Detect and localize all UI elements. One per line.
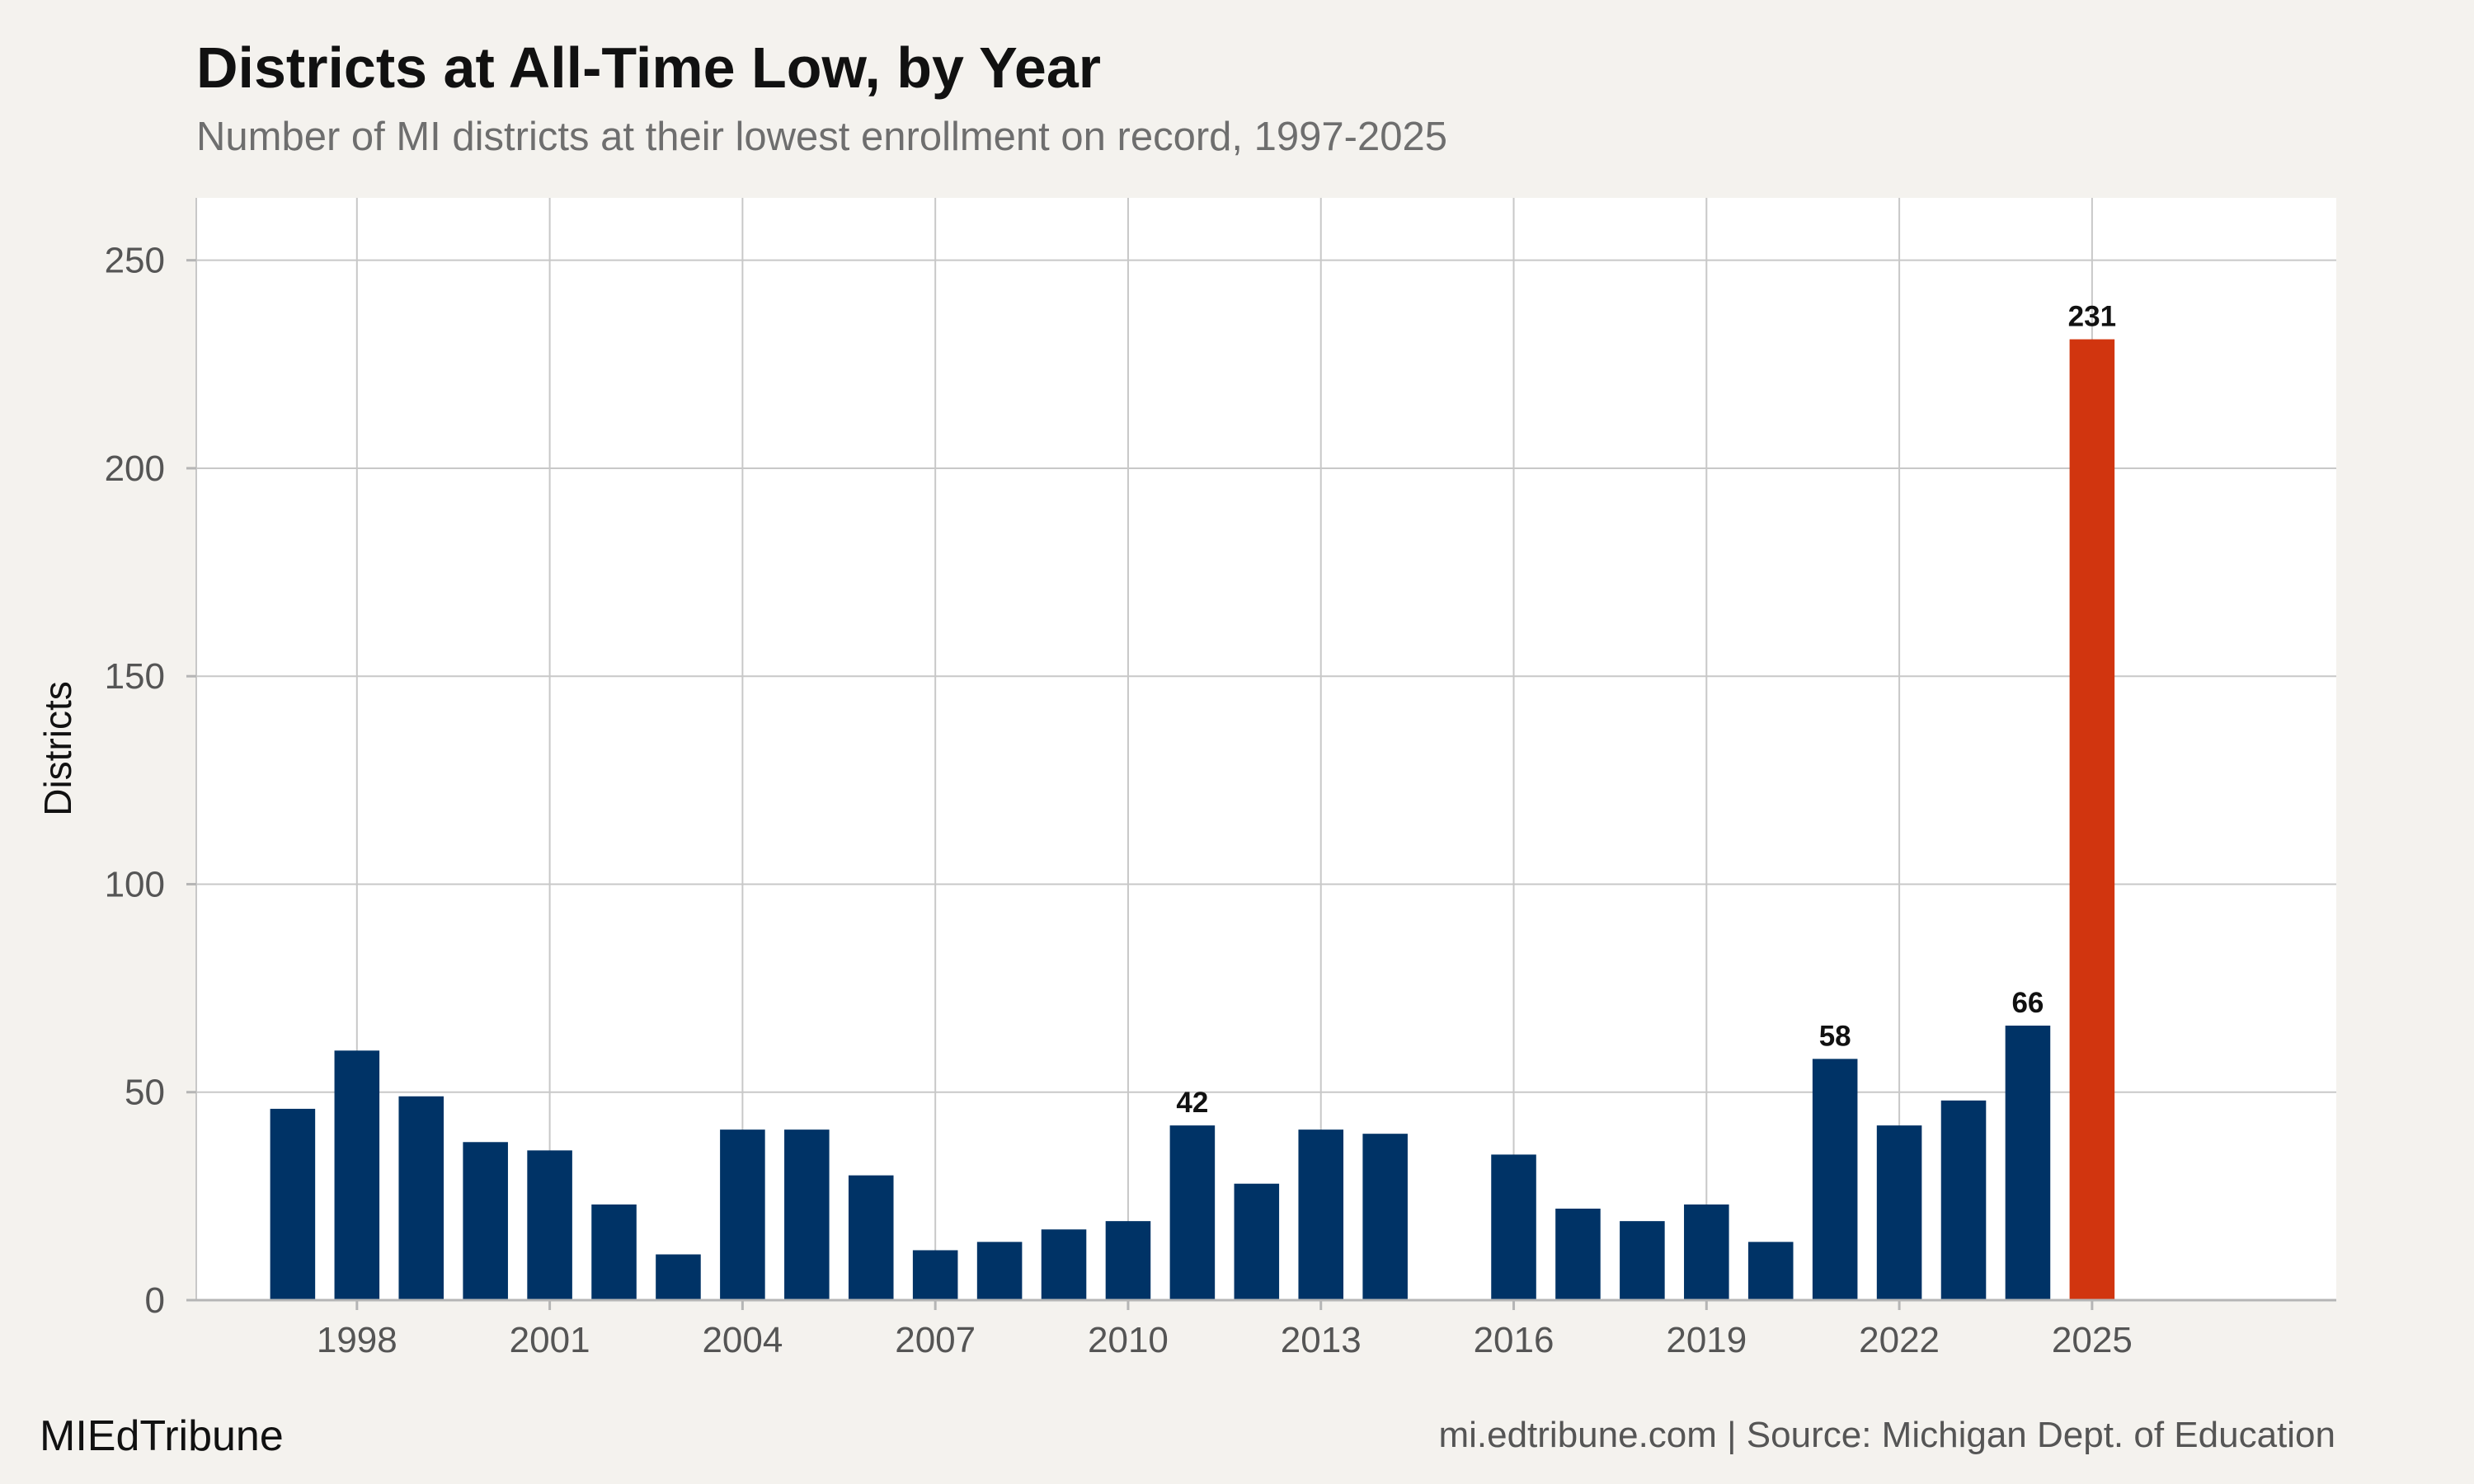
bar-2022	[1876, 1125, 1922, 1300]
x-tick-label-2001: 2001	[510, 1320, 590, 1360]
bar-1998	[334, 1050, 380, 1300]
bars	[270, 339, 2115, 1301]
x-tick-label-2010: 2010	[1088, 1320, 1169, 1360]
y-axis-title: Districts	[36, 681, 79, 816]
x-tick-label-2004: 2004	[702, 1320, 783, 1360]
bar-2021	[1812, 1059, 1858, 1300]
chart-title: Districts at All-Time Low, by Year	[196, 35, 1102, 100]
x-axis-ticks: 1998 2001 2004 2007 2010 2013 2016 2019 2022 2025	[317, 1300, 2133, 1360]
data-label-2025: 231	[2068, 301, 2116, 333]
bar-2012	[1234, 1183, 1280, 1300]
bar-2001	[527, 1150, 572, 1300]
y-tick-label-50: 50	[125, 1073, 165, 1113]
x-tick-label-2019: 2019	[1666, 1320, 1747, 1360]
y-tick-label-250: 250	[105, 241, 165, 281]
bar-2003	[656, 1254, 701, 1300]
bar-2008	[976, 1242, 1023, 1300]
x-tick-label-2013: 2013	[1281, 1320, 1362, 1360]
y-axis-ticks: 0 50 100 150 200 250	[105, 241, 196, 1321]
chart-subtitle: Number of MI districts at their lowest e…	[196, 115, 1447, 159]
bar-2005	[784, 1129, 830, 1300]
bar-2009	[1041, 1229, 1087, 1300]
bar-1999	[398, 1096, 444, 1300]
y-tick-label-200: 200	[105, 448, 165, 489]
bar-2000	[463, 1142, 508, 1300]
bar-2025	[2069, 339, 2115, 1301]
source-credit: mi.edtribune.com | Source: Michigan Dept…	[1438, 1415, 2335, 1455]
bar-2023	[1940, 1100, 1987, 1300]
bar-2002	[591, 1204, 637, 1300]
bar-2020	[1747, 1242, 1794, 1300]
bar-2018	[1620, 1221, 1665, 1300]
bar-2013	[1298, 1129, 1344, 1300]
y-tick-label-100: 100	[105, 864, 165, 904]
brand-name: MIEdTribune	[40, 1412, 284, 1460]
bar-1997	[270, 1108, 316, 1300]
bar-2010	[1105, 1221, 1151, 1300]
x-tick-label-1998: 1998	[317, 1320, 397, 1360]
bar-2006	[848, 1175, 894, 1300]
x-tick-label-2016: 2016	[1474, 1320, 1554, 1360]
x-tick-label-2022: 2022	[1859, 1320, 1940, 1360]
bar-2011	[1169, 1125, 1216, 1300]
y-tick-label-150: 150	[105, 656, 165, 697]
x-tick-label-2007: 2007	[895, 1320, 976, 1360]
x-tick-label-2025: 2025	[2052, 1320, 2133, 1360]
data-label-2021: 58	[1819, 1020, 1851, 1052]
bar-2014	[1362, 1134, 1408, 1300]
bar-2007	[912, 1250, 958, 1300]
bar-2024	[2005, 1026, 2051, 1300]
y-tick-label-0: 0	[145, 1280, 165, 1321]
data-label-2011: 42	[1176, 1087, 1208, 1119]
bar-2016	[1491, 1154, 1536, 1300]
data-label-2024: 66	[2011, 987, 2044, 1019]
bar-2019	[1684, 1204, 1729, 1300]
bar-2017	[1555, 1209, 1601, 1300]
data-labels: 42 58 66 231	[1176, 301, 2116, 1120]
bar-2004	[720, 1129, 765, 1300]
